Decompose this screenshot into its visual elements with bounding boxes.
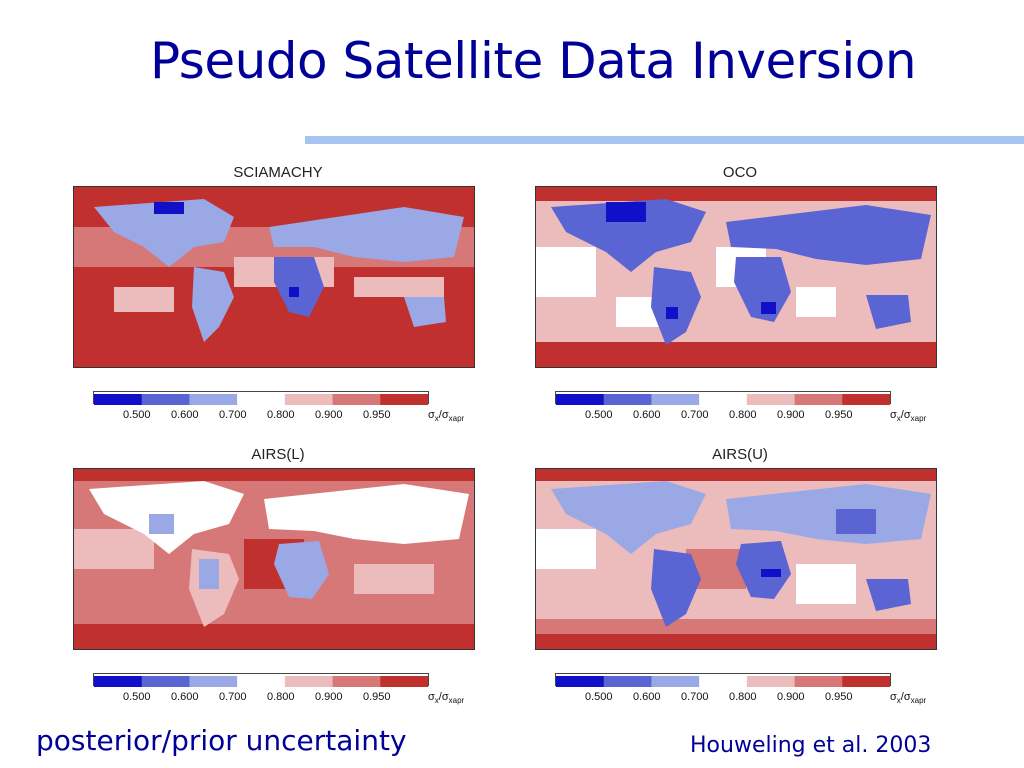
title-underline: [305, 136, 1024, 144]
colorbar-segment: [380, 676, 429, 687]
colorbar: [93, 673, 429, 687]
colorbar-segment: [189, 394, 239, 405]
colorbar-segment: [699, 676, 748, 687]
citation: Houweling et al. 2003: [690, 733, 932, 758]
colorbar-segment: [141, 394, 191, 405]
panel-title: SCIAMACHY: [233, 164, 323, 181]
colorbar-tick: 0.950: [363, 409, 391, 421]
panel-title: AIRS(U): [712, 446, 768, 463]
colorbar-segment: [746, 394, 796, 405]
colorbar-ticks: 0.500 0.600 0.700 0.800 0.900 0.950: [535, 409, 945, 425]
colorbar: [555, 673, 891, 687]
colorbar-ticks: 0.500 0.600 0.700 0.800 0.900 0.950: [73, 691, 483, 707]
colorbar-segment: [237, 676, 286, 687]
colorbar: [93, 391, 429, 405]
map-panel-sciamachy: SCIAMACHY 0.500 0.600 0.700 0.800 0.900 …: [73, 162, 483, 427]
map-panel-oco: OCO 0.500 0.600 0.700 0.800 0.900 0.950 …: [535, 162, 945, 427]
colorbar-tick: 0.950: [363, 691, 391, 703]
colorbar-segment: [842, 676, 891, 687]
colorbar-segment: [794, 676, 844, 687]
map-panel-airs-u: AIRS(U) 0.500 0.600 0.700 0.800 0.900 0.…: [535, 444, 945, 709]
colorbar-tick: 0.900: [777, 409, 805, 421]
colorbar-tick: 0.800: [729, 409, 757, 421]
colorbar-segment: [603, 394, 653, 405]
caption: posterior/prior uncertainty: [36, 724, 407, 757]
world-map: [73, 186, 475, 368]
colorbar-segment: [651, 394, 701, 405]
panel-title: OCO: [722, 164, 758, 181]
colorbar-segment: [189, 676, 239, 687]
colorbar-label: σx/σxapr: [890, 691, 927, 706]
map-panel-airs-l: AIRS(L) 0.500 0.600 0.700 0.800 0.900 0.…: [73, 444, 483, 709]
colorbar-tick: 0.700: [681, 409, 709, 421]
colorbar-segment: [332, 676, 382, 687]
colorbar-segment: [699, 394, 748, 405]
colorbar-tick: 0.700: [681, 691, 709, 703]
colorbar-segment: [332, 394, 382, 405]
colorbar-tick: 0.600: [171, 409, 199, 421]
world-map: [535, 468, 937, 650]
colorbar-ticks: 0.500 0.600 0.700 0.800 0.900 0.950: [73, 409, 483, 425]
colorbar-segment: [842, 394, 891, 405]
colorbar-tick: 0.500: [585, 691, 613, 703]
colorbar-tick: 0.950: [825, 409, 853, 421]
world-map: [535, 186, 937, 368]
colorbar-segment: [284, 394, 334, 405]
colorbar-segment: [556, 394, 605, 405]
colorbar-segment: [94, 676, 143, 687]
colorbar-tick: 0.700: [219, 409, 247, 421]
colorbar-tick: 0.500: [123, 409, 151, 421]
colorbar-segment: [556, 676, 605, 687]
colorbar-tick: 0.800: [729, 691, 757, 703]
colorbar-tick: 0.900: [315, 409, 343, 421]
colorbar-tick: 0.800: [267, 691, 295, 703]
colorbar-tick: 0.900: [777, 691, 805, 703]
colorbar-segment: [746, 676, 796, 687]
slide-title: Pseudo Satellite Data Inversion: [150, 32, 917, 90]
panel-title: AIRS(L): [251, 446, 305, 463]
colorbar-segment: [94, 394, 143, 405]
colorbar-tick: 0.800: [267, 409, 295, 421]
colorbar-label: σx/σxapr: [428, 409, 465, 424]
colorbar-tick: 0.600: [633, 409, 661, 421]
colorbar-tick: 0.700: [219, 691, 247, 703]
colorbar-tick: 0.600: [633, 691, 661, 703]
colorbar-segment: [794, 394, 844, 405]
colorbar-tick: 0.900: [315, 691, 343, 703]
colorbar-tick: 0.500: [123, 691, 151, 703]
colorbar-segment: [603, 676, 653, 687]
colorbar-tick: 0.600: [171, 691, 199, 703]
colorbar-tick: 0.500: [585, 409, 613, 421]
colorbar-segment: [380, 394, 429, 405]
colorbar-ticks: 0.500 0.600 0.700 0.800 0.900 0.950: [535, 691, 945, 707]
colorbar-label: σx/σxapr: [890, 409, 927, 424]
colorbar: [555, 391, 891, 405]
colorbar-segment: [237, 394, 286, 405]
colorbar-label: σx/σxapr: [428, 691, 465, 706]
colorbar-segment: [284, 676, 334, 687]
colorbar-segment: [651, 676, 701, 687]
colorbar-tick: 0.950: [825, 691, 853, 703]
colorbar-segment: [141, 676, 191, 687]
world-map: [73, 468, 475, 650]
